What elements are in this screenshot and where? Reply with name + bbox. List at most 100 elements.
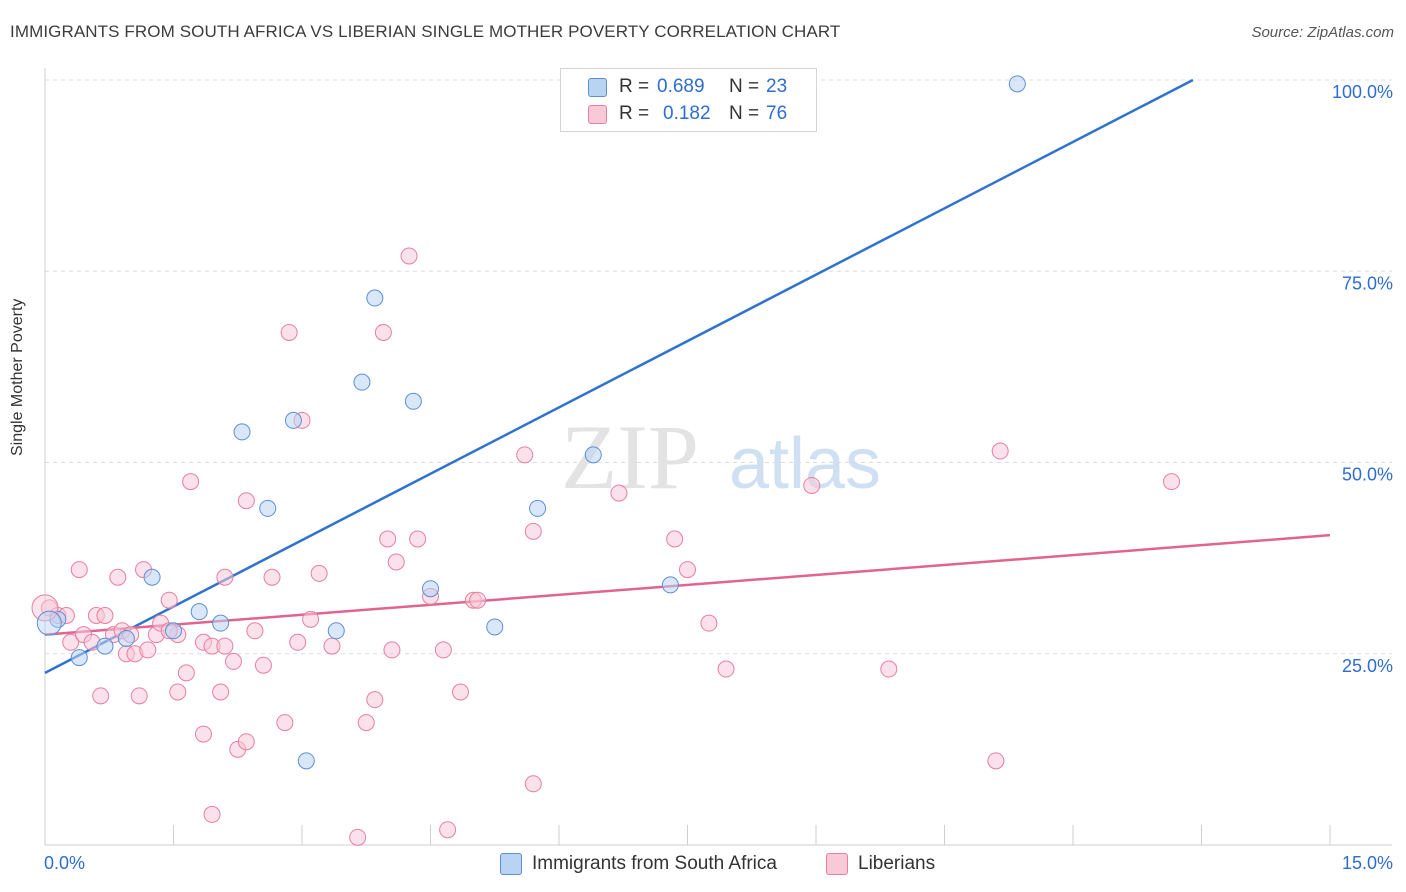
liberian-point (439, 821, 457, 839)
bottom-legend-south-africa: Immigrants from South Africa (500, 852, 777, 876)
watermark-zip: ZIP (561, 406, 699, 508)
liberian-point (182, 473, 200, 491)
liberian-point (280, 323, 298, 341)
correlation-legend: R = 0.689 N = 23 R = 0.182 N = 76 (560, 68, 817, 132)
liberian-point (383, 641, 401, 659)
chart-source: Source: ZipAtlas.com (1251, 24, 1394, 41)
liberian-point (374, 323, 392, 341)
liberian-point (409, 530, 427, 548)
x-tick-label: 15.0% (1342, 853, 1393, 873)
liberian-point (177, 664, 195, 682)
south-africa-point (233, 423, 251, 441)
liberian-point (169, 683, 187, 701)
liberian-point (1163, 473, 1181, 491)
south-africa-point (297, 752, 315, 770)
liberian-point (212, 683, 230, 701)
liberian-point (62, 633, 80, 651)
liberian-point (237, 492, 255, 510)
liberian-point (387, 553, 405, 571)
south-africa-point (422, 580, 439, 598)
liberian-point (524, 522, 542, 540)
y-tick-label: 25.0% (1342, 656, 1393, 676)
south-africa-trendline (44, 78, 1194, 674)
legend-r-label: R = (619, 103, 650, 124)
liberian-point (216, 637, 234, 655)
liberian-trendline (44, 533, 1331, 636)
south-africa-point (36, 610, 62, 636)
legend-r-value: 0.689 (657, 76, 705, 97)
axes (44, 68, 1392, 846)
liberian-point (139, 641, 157, 659)
liberian-point (302, 610, 320, 628)
liberian-point (400, 247, 418, 265)
liberian-point (366, 691, 384, 709)
legend-series-label: Liberians (858, 853, 936, 874)
liberian-point (216, 568, 234, 586)
legend-n-value: 76 (766, 103, 788, 124)
liberian-point (130, 687, 148, 705)
south-africa-point (212, 614, 230, 632)
south-africa-point (366, 289, 384, 307)
liberian-point (717, 660, 735, 678)
liberian-point (109, 568, 127, 586)
legend-swatch-blue (500, 853, 522, 875)
liberian-point (469, 591, 487, 609)
legend-r-value: 0.182 (663, 103, 711, 124)
south-africa-point (284, 411, 302, 429)
legend-row-liberians: R = 0.182 N = 76 (588, 103, 787, 125)
liberian-point (203, 805, 221, 823)
watermark-atlas: atlas (729, 424, 881, 504)
liberian-point (160, 591, 178, 609)
y-tick-label: 100.0% (1332, 82, 1393, 102)
south-africa-point (353, 373, 371, 391)
liberian-point (516, 446, 534, 464)
legend-row-south-africa: R = 0.689 N = 23 (588, 76, 787, 98)
y-tick-label: 50.0% (1342, 465, 1393, 485)
south-africa-point (529, 499, 547, 517)
south-africa-point (143, 568, 161, 586)
legend-r-label: R = (619, 76, 650, 97)
liberian-point (434, 641, 452, 659)
liberian-point (679, 561, 696, 579)
liberian-point (254, 656, 272, 674)
liberian-point (194, 725, 212, 743)
liberian-point (263, 568, 281, 586)
liberian-point (987, 752, 1005, 770)
south-africa-point (584, 446, 602, 464)
bottom-legend-liberians: Liberians (826, 852, 935, 876)
liberian-point (991, 442, 1009, 460)
south-africa-point (259, 499, 277, 517)
liberian-point (246, 622, 264, 640)
south-africa-point (70, 649, 88, 667)
liberian-point (31, 594, 59, 622)
y-tick-label: 75.0% (1342, 273, 1393, 293)
legend-swatch-pink (588, 104, 607, 124)
liberian-point (700, 614, 718, 632)
liberian-point (70, 561, 88, 579)
liberian-point (610, 484, 628, 502)
south-africa-point (486, 618, 504, 636)
liberian-point (524, 775, 542, 793)
south-africa-point (661, 576, 679, 594)
legend-n-label: N = (729, 76, 760, 97)
legend-n-label: N = (729, 103, 760, 124)
legend-swatch-blue (588, 77, 607, 97)
south-africa-point (404, 392, 422, 410)
liberian-point (379, 530, 397, 548)
liberian-point (803, 476, 821, 494)
chart-title: IMMIGRANTS FROM SOUTH AFRICA VS LIBERIAN… (10, 22, 841, 41)
legend-series-label: Immigrants from South Africa (532, 853, 777, 874)
y-axis-label: Single Mother Poverty (9, 298, 26, 456)
liberian-point (349, 828, 367, 846)
liberian-point (276, 714, 294, 732)
gridlines (45, 79, 1392, 655)
liberian-point (224, 652, 242, 670)
legend-n-value: 23 (766, 76, 788, 97)
south-africa-point (96, 637, 114, 655)
south-africa-point (165, 622, 182, 640)
liberian-point (451, 683, 469, 701)
x-tick-label: 0.0% (44, 853, 85, 873)
liberian-point (880, 660, 898, 678)
liberian-point (323, 637, 341, 655)
